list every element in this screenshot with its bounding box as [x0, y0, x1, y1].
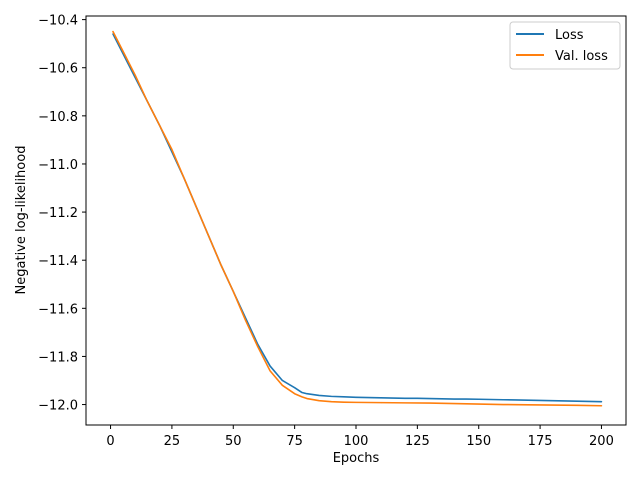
- x-tick-label: 0: [106, 434, 114, 449]
- x-tick-label: 25: [164, 434, 181, 449]
- x-tick-label: 150: [466, 434, 491, 449]
- y-axis-label: Negative log-likelihood: [14, 146, 29, 295]
- y-tick-label: −10.8: [38, 110, 78, 125]
- x-tick-label: 100: [344, 434, 369, 449]
- x-tick-label: 75: [286, 434, 303, 449]
- x-tick-label: 50: [225, 434, 242, 449]
- legend-label-loss: Loss: [555, 28, 584, 43]
- plot-area: [86, 16, 626, 425]
- y-tick-label: −10.4: [38, 14, 78, 29]
- legend-label-val-loss: Val. loss: [555, 49, 608, 64]
- series-lines: [112, 30, 603, 407]
- x-tick-label: 200: [589, 434, 614, 449]
- y-tick-label: −11.2: [38, 206, 78, 221]
- x-tick-label: 175: [528, 434, 553, 449]
- y-tick-label: −11.0: [38, 158, 78, 173]
- x-axis-label: Epochs: [333, 451, 380, 466]
- x-axis: 0 25 50 75 100 125 150 175 200: [106, 425, 614, 449]
- y-tick-label: −11.6: [38, 302, 78, 317]
- x-tick-label: 125: [405, 434, 430, 449]
- y-axis: −10.4 −10.6 −10.8 −11.0 −11.2 −11.4 −11.6 −11.8…: [38, 14, 86, 414]
- legend: Loss Val. loss: [509, 21, 621, 70]
- y-tick-label: −10.6: [38, 62, 78, 77]
- y-tick-label: −12.0: [38, 399, 78, 414]
- y-tick-label: −11.8: [38, 350, 78, 365]
- y-tick-label: −11.4: [38, 254, 78, 269]
- series-line-val-loss: [112, 30, 603, 407]
